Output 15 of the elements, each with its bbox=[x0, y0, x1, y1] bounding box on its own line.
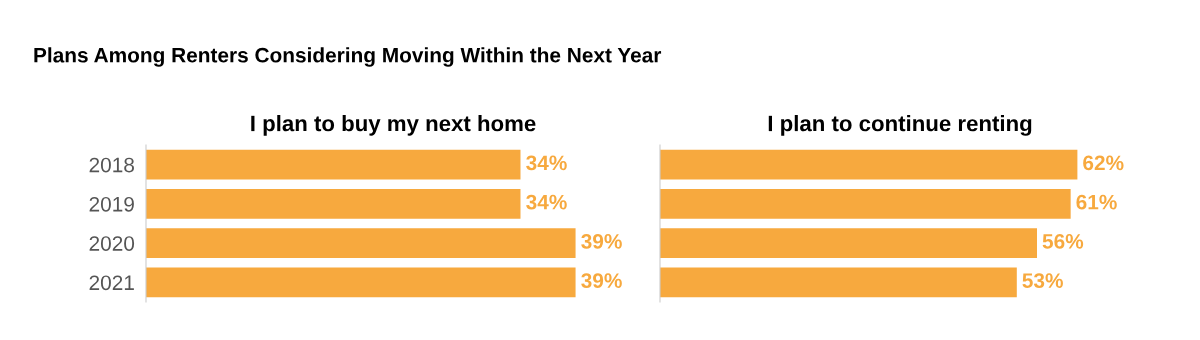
data-label: 62% bbox=[1083, 155, 1124, 171]
data-label: 61% bbox=[1076, 194, 1117, 210]
y-tick-label: 2021 bbox=[89, 275, 134, 291]
data-label: 39% bbox=[581, 233, 622, 249]
data-label: 53% bbox=[1022, 273, 1063, 288]
data-label: 39% bbox=[581, 273, 622, 288]
data-label: 56% bbox=[1042, 233, 1084, 249]
data-label: 34% bbox=[526, 194, 567, 210]
y-tick-label: 2019 bbox=[89, 196, 134, 212]
chart-subtitle: I plan to buy my next home bbox=[251, 115, 536, 136]
y-tick-label: 2020 bbox=[89, 236, 135, 251]
chart-title: Plans Among Renters Considering Moving Within the Next Year bbox=[34, 47, 662, 67]
data-label: 34% bbox=[526, 155, 567, 171]
chart-subtitle: I plan to continue renting bbox=[768, 115, 1032, 136]
y-tick-label: 2018 bbox=[89, 157, 134, 173]
